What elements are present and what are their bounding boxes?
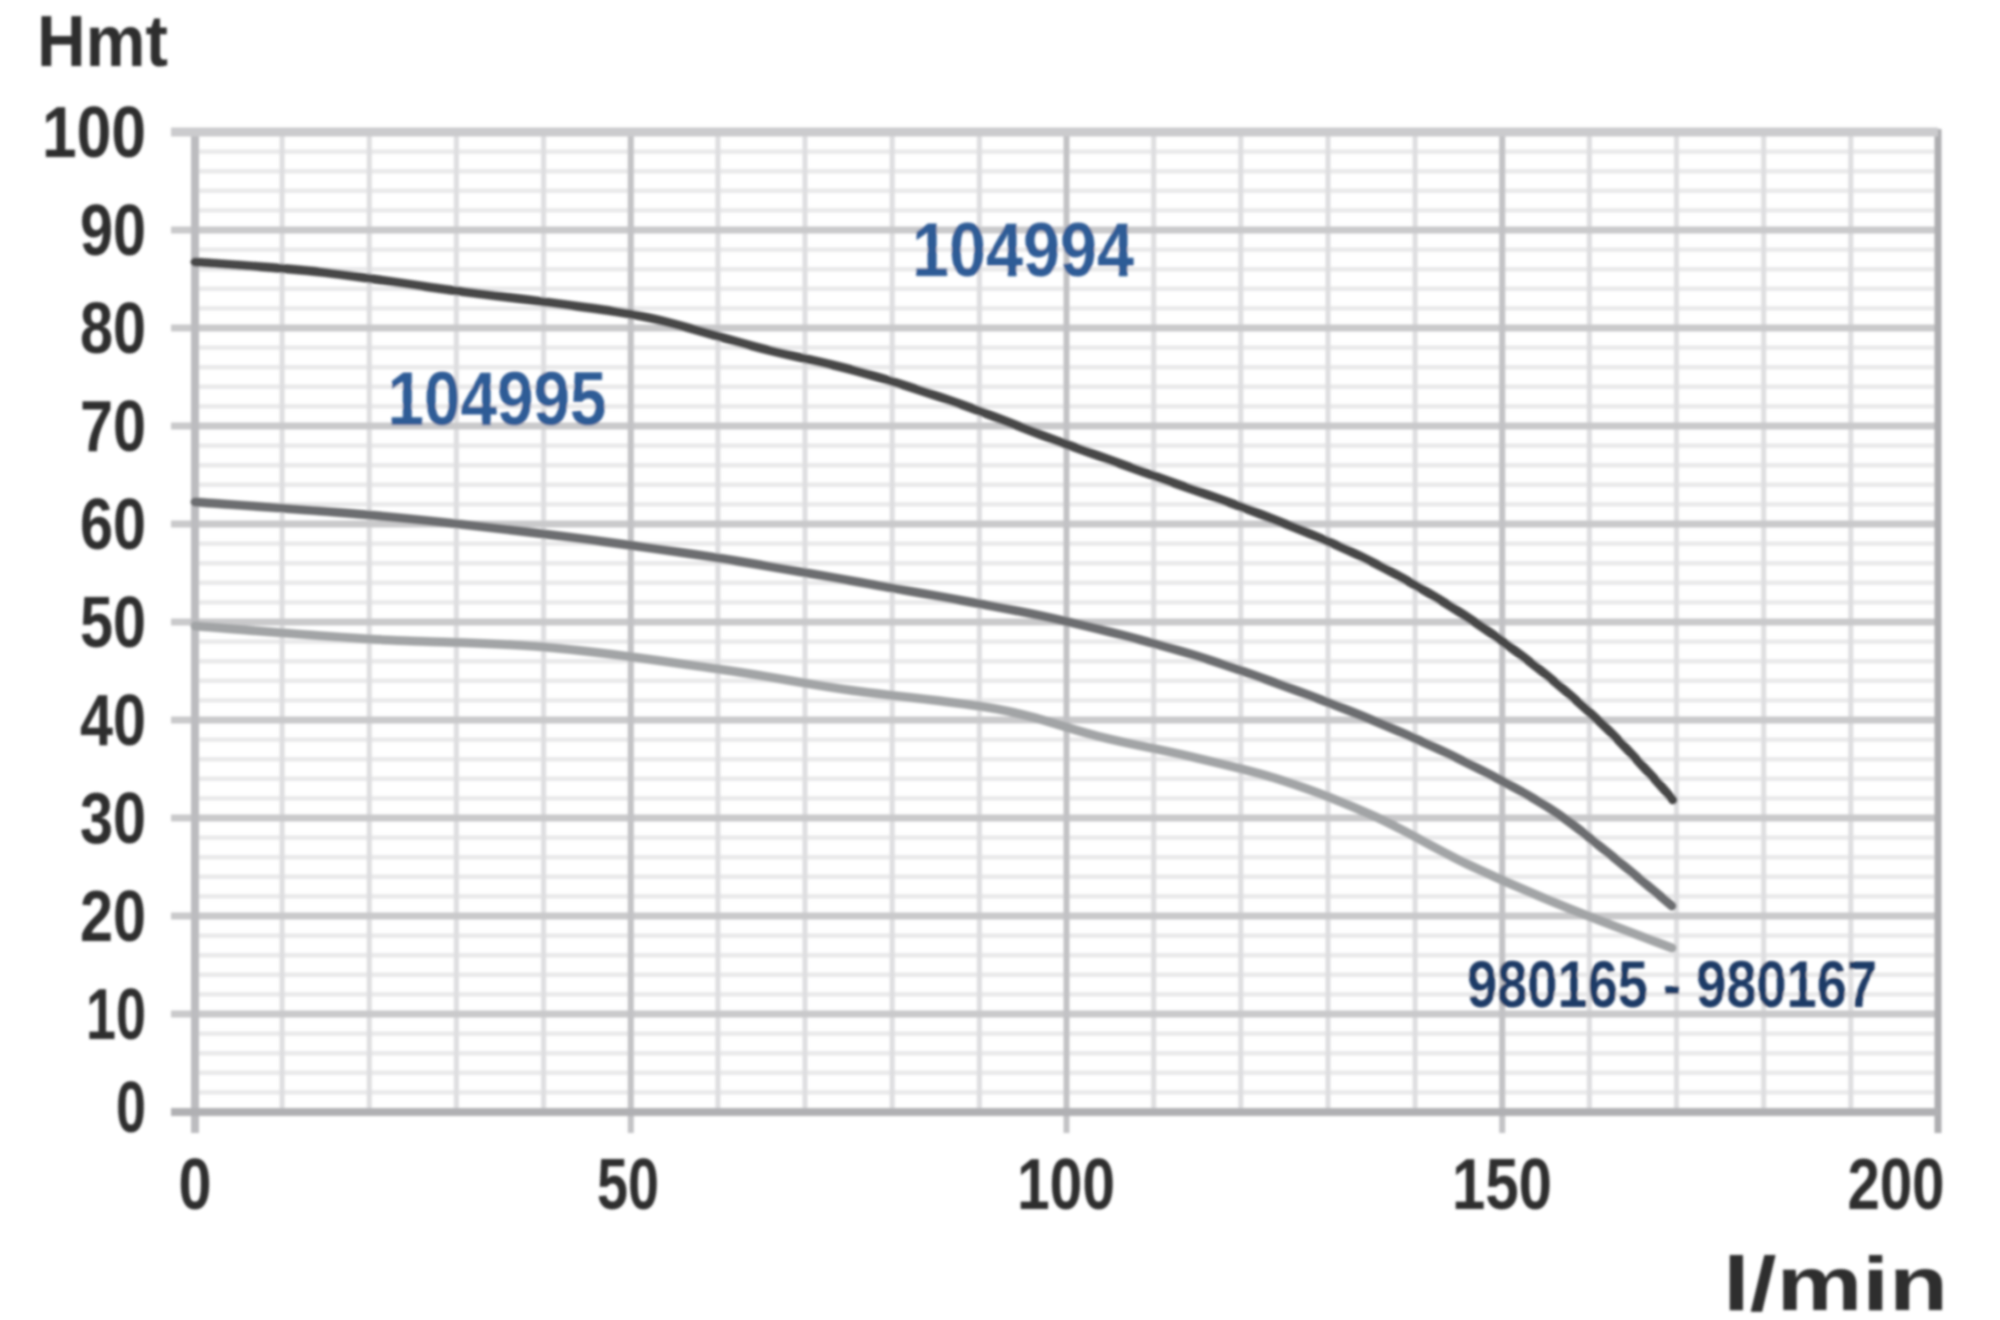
svg-text:20: 20 xyxy=(80,877,146,957)
svg-text:200: 200 xyxy=(1848,1145,1945,1225)
svg-text:Hmt: Hmt xyxy=(37,2,168,82)
svg-text:150: 150 xyxy=(1452,1145,1552,1225)
svg-text:30: 30 xyxy=(80,779,146,859)
svg-text:100: 100 xyxy=(1017,1145,1115,1225)
svg-text:50: 50 xyxy=(80,583,146,663)
svg-text:104995: 104995 xyxy=(388,357,607,442)
svg-text:l/min: l/min xyxy=(1723,1242,1948,1320)
svg-text:104994: 104994 xyxy=(912,208,1134,293)
svg-text:80: 80 xyxy=(80,289,146,369)
svg-text:980165 - 980167: 980165 - 980167 xyxy=(1467,947,1877,1021)
svg-text:70: 70 xyxy=(80,387,146,467)
svg-text:0: 0 xyxy=(179,1145,212,1225)
svg-text:50: 50 xyxy=(597,1145,659,1225)
svg-text:40: 40 xyxy=(80,681,146,761)
svg-text:60: 60 xyxy=(80,485,146,565)
svg-text:100: 100 xyxy=(42,93,146,173)
svg-text:10: 10 xyxy=(86,975,146,1055)
svg-text:0: 0 xyxy=(116,1068,146,1148)
svg-text:90: 90 xyxy=(80,191,146,271)
